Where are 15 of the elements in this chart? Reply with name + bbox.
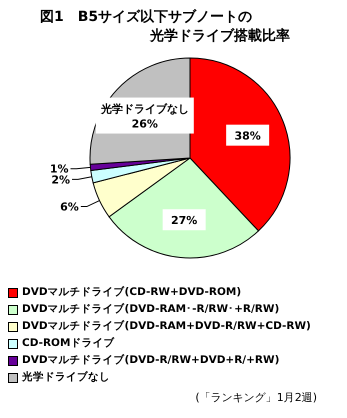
legend-label: DVDマルチドライブ(CD-RW+DVD-ROM) (22, 285, 242, 300)
data-label: 38% (234, 130, 261, 143)
data-label: 27% (170, 214, 198, 228)
text: (「ランキング」1月2週) (194, 390, 318, 405)
chart-subtitle: 光学ドライブ搭載比率 (148, 27, 291, 46)
data-label: 光学ドライブなし 26% (100, 102, 189, 131)
data-label: 6% (60, 200, 79, 214)
legend-label: CD-ROMドライブ (22, 336, 114, 351)
legend-label: DVDマルチドライブ(DVD-R/RW+DVD+R/+RW) (22, 353, 280, 368)
legend-label: DVDマルチドライブ(DVD-RAM･-R/RW･+R/RW) (22, 302, 280, 317)
data-label: 2% (51, 173, 70, 186)
legend-label: DVDマルチドライブ(DVD-RAM+DVD-R/RW+CD-RW) (22, 319, 311, 334)
data-label: 1% (50, 162, 69, 176)
chart-title: 図1 B5サイズ以下サブノートの (40, 8, 254, 27)
legend-label: 光学ドライブなし (22, 370, 110, 385)
